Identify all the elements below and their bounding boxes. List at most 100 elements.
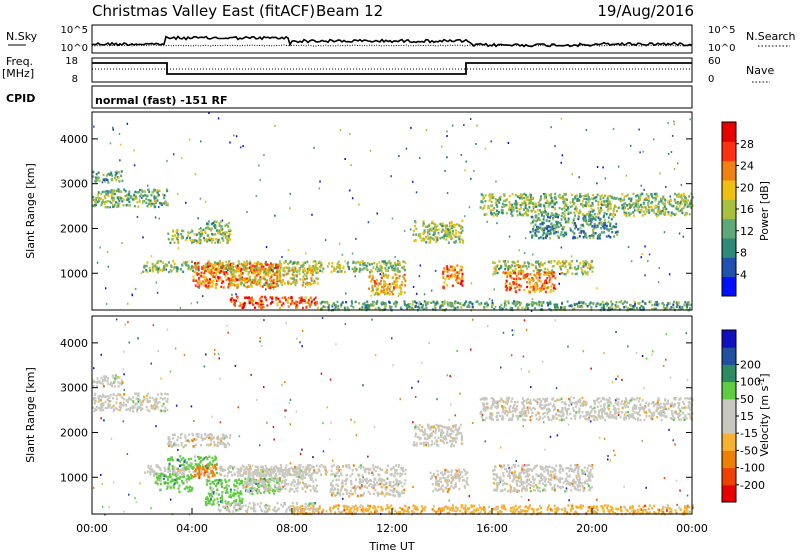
heat-cell — [656, 195, 659, 198]
heat-speckle — [289, 207, 291, 210]
heat-cell — [553, 284, 556, 287]
heat-cell — [177, 473, 180, 476]
heat-speckle — [689, 118, 691, 121]
heat-cell — [156, 464, 159, 467]
heat-cell — [314, 296, 317, 299]
heat-cell — [575, 225, 578, 229]
heat-cell — [593, 225, 596, 228]
heat-cell — [575, 194, 578, 197]
heat-speckle — [570, 396, 572, 399]
heat-cell — [179, 469, 182, 472]
heat-cell — [241, 272, 244, 275]
heat-cell — [635, 195, 637, 198]
heat-cell — [616, 196, 619, 200]
heat-cell — [103, 379, 106, 382]
heat-speckle — [158, 206, 160, 208]
heat-speckle — [217, 352, 220, 355]
heat-cell — [600, 200, 603, 203]
heat-cell — [220, 469, 223, 472]
heat-cell — [130, 398, 133, 401]
heat-cell — [252, 281, 255, 284]
heat-cell — [563, 212, 566, 216]
heat-cell — [157, 472, 160, 476]
heat-cell — [359, 268, 361, 271]
heat-speckle — [612, 449, 615, 452]
heat-cell — [514, 270, 516, 273]
heat-cell — [231, 465, 234, 468]
heat-cell — [287, 266, 290, 269]
heat-cell — [572, 198, 574, 201]
heat-cell — [578, 209, 581, 212]
heat-cell — [243, 261, 246, 264]
heat-cell — [563, 205, 566, 208]
heat-cell — [195, 279, 198, 282]
heat-cell — [458, 270, 461, 273]
heat-cell — [587, 218, 590, 221]
heat-cell — [461, 275, 464, 278]
heat-speckle — [242, 145, 244, 148]
heat-cell — [296, 270, 299, 274]
heat-cell — [151, 268, 154, 271]
heat-cell — [454, 300, 457, 303]
heat-cell — [331, 303, 334, 306]
heat-cell — [287, 282, 290, 285]
heat-cell — [188, 433, 191, 436]
heat-speckle — [530, 386, 532, 389]
heat-cell — [629, 203, 631, 206]
heat-cell — [109, 394, 112, 397]
heat-cell — [212, 221, 215, 225]
heat-cell — [293, 278, 296, 281]
heat-speckle — [487, 325, 489, 328]
heat-cell — [532, 277, 535, 281]
heat-speckle — [141, 197, 143, 199]
heat-cell — [295, 306, 297, 309]
heat-cell — [461, 277, 464, 280]
heat-cell — [690, 199, 693, 202]
heat-cell — [213, 224, 216, 227]
heat-cell — [343, 306, 346, 309]
heat-cell — [305, 274, 308, 277]
heat-cell — [398, 292, 401, 296]
heat-cell — [257, 267, 260, 271]
heat-cell — [510, 276, 513, 280]
colorbar-segment — [722, 199, 736, 220]
heat-cell — [456, 271, 459, 274]
heat-cell — [115, 172, 118, 175]
heat-cell — [571, 221, 574, 224]
heat-cell — [428, 224, 430, 227]
heat-cell — [291, 299, 294, 303]
heat-cell — [479, 206, 482, 209]
heat-cell — [562, 216, 565, 219]
heat-cell — [218, 267, 221, 270]
heat-cell — [171, 471, 174, 474]
heat-cell — [454, 268, 456, 272]
heat-cell — [532, 279, 535, 282]
heat-cell — [175, 472, 178, 476]
heat-cell — [539, 204, 542, 208]
heat-cell — [252, 303, 255, 306]
heat-speckle — [350, 164, 352, 167]
heat-cell — [547, 225, 550, 228]
heat-cell — [552, 205, 554, 209]
heat-cell — [573, 232, 576, 235]
heat-cell — [103, 180, 106, 183]
heat-cell — [181, 480, 183, 483]
heat-cell — [200, 472, 203, 476]
heat-cell — [651, 193, 654, 196]
heat-speckle — [219, 421, 222, 424]
heat-cell — [276, 274, 279, 277]
heat-cell — [657, 202, 660, 206]
heat-cell — [244, 281, 247, 284]
heat-cell — [338, 475, 341, 478]
heat-cell — [516, 210, 518, 213]
heat-cell — [95, 180, 98, 183]
heat-cell — [541, 234, 544, 237]
heat-cell — [621, 193, 624, 196]
heat-cell — [533, 290, 536, 293]
heat-cell — [454, 266, 456, 269]
heat-cell — [589, 301, 592, 305]
heat-speckle — [281, 256, 283, 258]
heat-cell — [182, 229, 185, 233]
heat-cell — [299, 464, 302, 467]
heat-cell — [279, 260, 281, 263]
